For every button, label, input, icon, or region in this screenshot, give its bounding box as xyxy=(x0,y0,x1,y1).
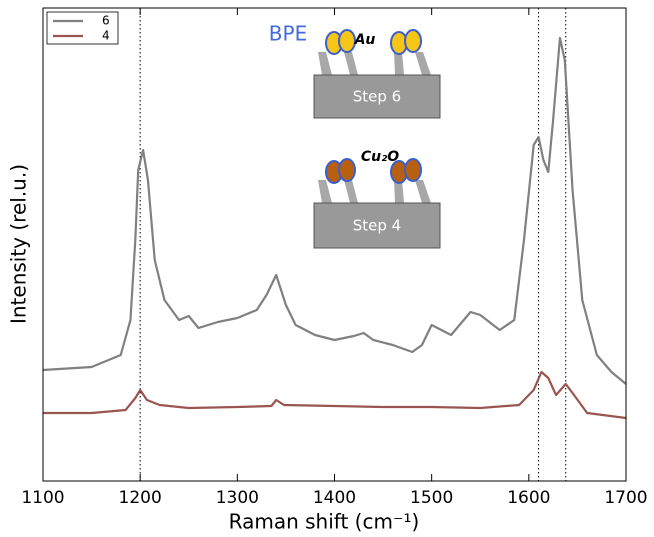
x-tick-label: 1400 xyxy=(313,488,356,508)
plot-frame xyxy=(42,7,627,482)
top-step-label: Step 6 xyxy=(353,88,401,106)
molecule-label: BPE xyxy=(269,22,307,46)
legend-label: 4 xyxy=(102,29,110,43)
legend-label: 6 xyxy=(102,14,110,28)
inset: BPE Au Step 6 Cu₂O Step 4 xyxy=(269,22,441,249)
y-axis-label: Intensity (rel.u.) xyxy=(7,164,31,324)
bottom-particle-label: Cu₂O xyxy=(361,149,399,165)
series-line xyxy=(43,370,627,420)
x-tick-label: 1100 xyxy=(21,488,64,508)
legend-box xyxy=(46,11,119,45)
x-tick-label: 1300 xyxy=(216,488,259,508)
legend: 64 xyxy=(46,11,119,45)
bottom-step-label: Step 4 xyxy=(353,217,401,235)
x-tick-label: 1500 xyxy=(410,488,453,508)
top-particle-label: Au xyxy=(354,32,376,48)
x-tick-label: 1700 xyxy=(604,488,647,508)
series-line xyxy=(42,36,627,385)
x-axis-label: Raman shift (cm⁻¹) xyxy=(229,510,420,534)
x-tick-label: 1600 xyxy=(507,488,550,508)
x-tick-label: 1200 xyxy=(119,488,162,508)
